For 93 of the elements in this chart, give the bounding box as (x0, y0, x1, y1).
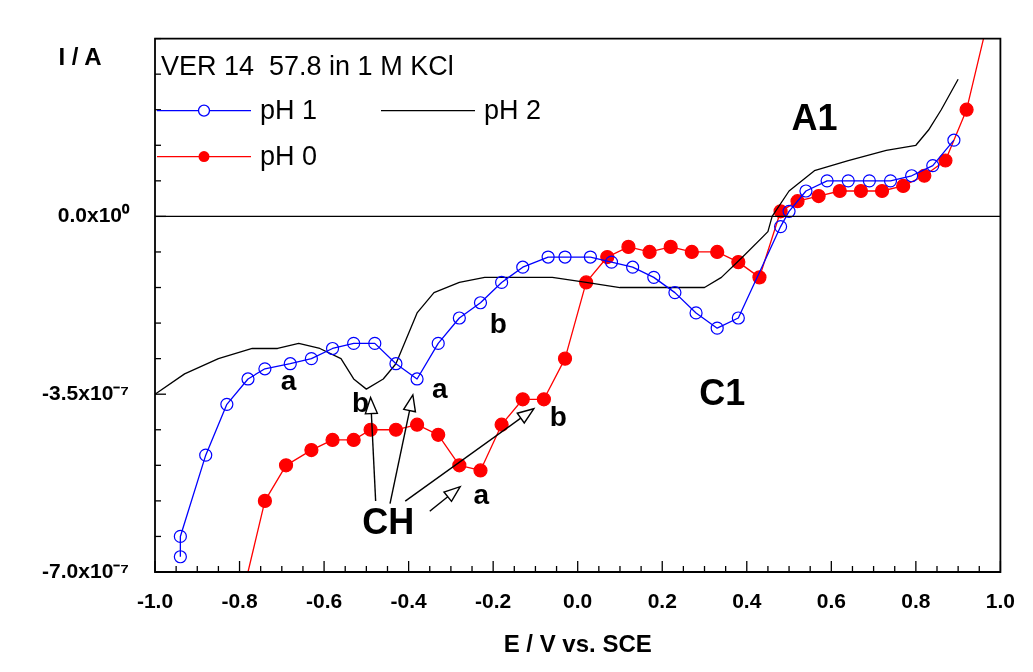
point (799, 184, 813, 198)
point (917, 168, 932, 183)
annotation: b (489, 308, 507, 340)
legend-label: pH 2 (484, 95, 542, 126)
point (684, 244, 699, 260)
point (431, 427, 446, 442)
point (862, 174, 876, 188)
point (947, 133, 961, 147)
point (431, 336, 445, 350)
point (494, 417, 509, 432)
x-tick-label: 1.0 (985, 589, 1016, 613)
point (938, 153, 953, 168)
point (841, 174, 855, 188)
x-tick-label: 0.8 (901, 589, 931, 613)
chart-title: VER 14 57.8 in 1 M KCl (161, 50, 454, 81)
point (173, 550, 187, 564)
x-tick-label: -1.0 (136, 589, 174, 613)
point (473, 463, 488, 478)
y-tick-label: -3.5x10⁻⁷ (42, 381, 129, 404)
point (325, 432, 340, 448)
point (410, 372, 424, 386)
point (409, 417, 425, 432)
point (926, 159, 940, 173)
point (452, 311, 466, 325)
point (668, 286, 682, 300)
point (368, 336, 382, 350)
point (347, 336, 361, 350)
point (283, 357, 297, 371)
point (516, 260, 530, 274)
point (258, 362, 272, 376)
point (621, 239, 636, 254)
x-tick-label: -0.8 (221, 589, 258, 613)
point (220, 397, 234, 411)
point (541, 250, 555, 264)
annotation: CH (362, 501, 415, 543)
point (304, 442, 319, 458)
x-tick-label: 0.0 (563, 589, 593, 613)
point (241, 372, 255, 386)
x-tick-label: -0.6 (305, 589, 343, 613)
y-axis-title: I / A (58, 42, 102, 70)
point (883, 174, 898, 188)
annotation: C1 (699, 371, 746, 413)
point (558, 250, 572, 264)
annotation: b (549, 401, 567, 433)
point (278, 458, 294, 473)
point (959, 102, 974, 117)
point (346, 432, 361, 448)
annotation: A1 (791, 97, 838, 139)
point (557, 351, 573, 366)
legend-label: pH 1 (260, 95, 318, 126)
point (663, 239, 678, 254)
point (389, 357, 403, 371)
point (473, 296, 488, 310)
y-tick-label: -7.0x10⁻⁷ (42, 558, 129, 582)
point (731, 311, 745, 325)
point (583, 250, 597, 264)
point (388, 422, 404, 437)
point (199, 448, 213, 462)
point (173, 529, 187, 544)
point (647, 270, 661, 284)
point (811, 188, 826, 204)
point (642, 244, 657, 260)
point (604, 255, 619, 269)
annotation: a (432, 372, 449, 404)
y-tick-label: 0.0x10⁰ (57, 203, 130, 227)
point (304, 352, 318, 366)
point (832, 183, 847, 199)
x-axis-title: E / V vs. SCE (503, 630, 652, 658)
point (853, 183, 869, 199)
point (905, 169, 919, 183)
point (257, 493, 272, 508)
legend-label: pH 0 (260, 141, 318, 172)
x-tick-label: -0.2 (475, 589, 512, 613)
point (710, 321, 724, 335)
point (325, 341, 340, 356)
point (689, 306, 703, 320)
x-tick-label: -0.4 (390, 589, 428, 613)
point (896, 178, 911, 194)
point (874, 183, 890, 199)
x-tick-label: 0.4 (732, 589, 762, 613)
point (782, 204, 796, 218)
annotation: a (473, 478, 490, 510)
point (626, 260, 640, 274)
annotation: b (351, 387, 369, 419)
point (774, 219, 788, 234)
point (495, 275, 509, 290)
x-tick-label: 0.2 (647, 589, 677, 613)
x-tick-label: 0.6 (816, 589, 846, 613)
annotation: a (280, 365, 297, 397)
point (536, 392, 551, 407)
point (515, 392, 530, 407)
point (820, 174, 834, 188)
point (710, 244, 725, 260)
